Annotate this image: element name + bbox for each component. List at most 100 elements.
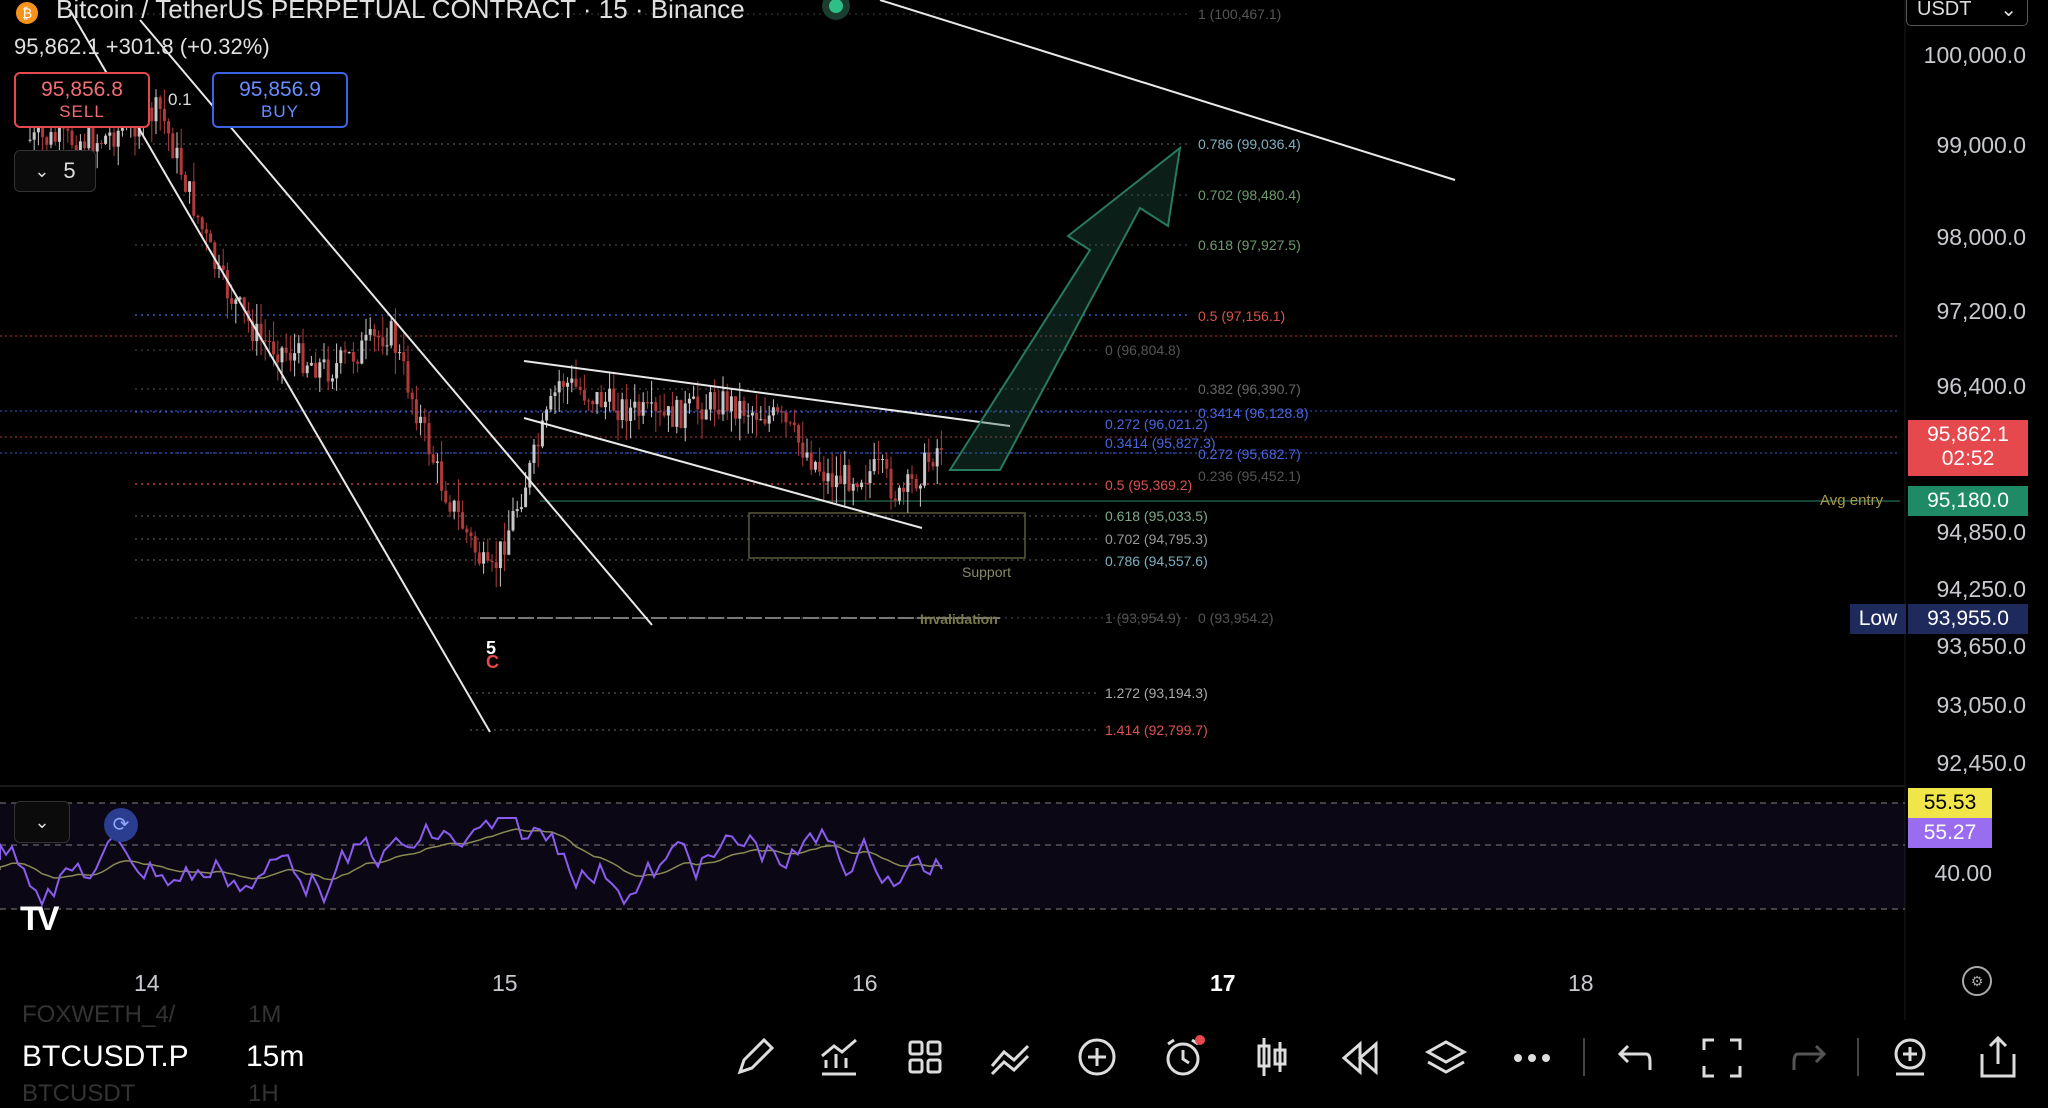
add-icon[interactable] bbox=[1078, 1038, 1116, 1076]
candle-body bbox=[196, 215, 200, 218]
chevron-down-icon: ⌄ bbox=[34, 160, 50, 181]
price-tick: 92,450.0 bbox=[1936, 750, 2026, 776]
candle-body bbox=[99, 143, 103, 145]
rsi-line bbox=[0, 817, 943, 908]
projection-arrow bbox=[948, 145, 1182, 471]
candle-body bbox=[902, 487, 906, 492]
symbol-picker[interactable]: BTCUSDT.P bbox=[22, 1040, 189, 1073]
candle-body bbox=[53, 132, 57, 142]
buy-button[interactable]: 95,856.9 BUY bbox=[212, 72, 348, 128]
candle-body bbox=[503, 541, 507, 555]
wave-label-c: C bbox=[486, 652, 499, 672]
candle-body bbox=[360, 340, 364, 364]
candle-body bbox=[553, 392, 557, 396]
candle-body bbox=[540, 420, 544, 447]
candle-body bbox=[826, 473, 830, 482]
candle-body bbox=[272, 341, 276, 355]
avg-entry-label: Avg entry bbox=[1820, 492, 1884, 509]
candle-body bbox=[910, 474, 914, 479]
price-tick: 98,000.0 bbox=[1936, 224, 2026, 250]
candle-body bbox=[654, 402, 658, 412]
candle-body bbox=[524, 487, 528, 508]
fib-level-label: 0.236 (95,452.1) bbox=[1198, 468, 1301, 484]
candle-body bbox=[725, 391, 729, 412]
candle-body bbox=[700, 409, 704, 420]
bottom-toolbar: BTCUSDT.P 15m bbox=[0, 1020, 2048, 1094]
price-tick: 97,200.0 bbox=[1936, 298, 2026, 324]
low-label: Low bbox=[1850, 604, 1906, 634]
candle-body bbox=[473, 536, 477, 553]
candle-body bbox=[461, 512, 465, 529]
candle-body bbox=[931, 462, 935, 467]
candle-body bbox=[935, 448, 939, 467]
candle-body bbox=[578, 386, 582, 390]
candle-body bbox=[650, 402, 654, 404]
candle-body bbox=[582, 389, 586, 401]
indicators-toggle-button[interactable]: ⌄ 5 bbox=[14, 150, 96, 192]
replay-icon[interactable] bbox=[1341, 1040, 1378, 1076]
drawing-tools-icon[interactable] bbox=[737, 1037, 775, 1075]
candle-body bbox=[683, 403, 687, 428]
candle-body bbox=[242, 297, 246, 311]
candle-body bbox=[339, 350, 343, 364]
fullscreen-icon[interactable] bbox=[1702, 1038, 1742, 1078]
candle-body bbox=[696, 396, 700, 410]
more-icon[interactable] bbox=[1514, 1054, 1550, 1062]
candle-body bbox=[389, 321, 393, 346]
candle-body bbox=[288, 352, 292, 361]
candle-body bbox=[343, 350, 347, 353]
indicators-icon[interactable] bbox=[821, 1038, 857, 1076]
buy-label: BUY bbox=[261, 102, 299, 121]
candle-body bbox=[154, 97, 158, 122]
candle-body bbox=[305, 365, 309, 374]
support-zone bbox=[748, 512, 1026, 559]
candle-body bbox=[561, 381, 565, 387]
refresh-icon[interactable]: ⟳ bbox=[104, 808, 138, 842]
undo-icon[interactable] bbox=[1617, 1044, 1652, 1070]
candle-body bbox=[452, 500, 456, 512]
fib-level-label: 0.618 (97,927.5) bbox=[1198, 237, 1301, 253]
candle-body bbox=[175, 147, 179, 159]
interval-picker[interactable]: 15m bbox=[246, 1040, 305, 1073]
candle-body bbox=[620, 399, 624, 420]
candle-body bbox=[431, 454, 435, 463]
candle-body bbox=[557, 381, 561, 393]
layout-grid-icon[interactable] bbox=[908, 1040, 942, 1074]
candle-body bbox=[830, 473, 834, 488]
candle-body bbox=[372, 329, 376, 336]
candle-body bbox=[486, 552, 490, 561]
candle-body bbox=[465, 528, 469, 533]
rsi-collapse-button[interactable]: ⌄ bbox=[14, 801, 70, 843]
price-tick: 96,400.0 bbox=[1936, 373, 2026, 399]
chart-type-icon[interactable] bbox=[1257, 1038, 1287, 1076]
candle-body bbox=[41, 127, 45, 138]
redo-icon[interactable] bbox=[1792, 1044, 1827, 1070]
candle-body bbox=[587, 400, 591, 402]
fib-level-label: 0.702 (94,795.3) bbox=[1105, 531, 1208, 547]
price-tick: 93,650.0 bbox=[1936, 633, 2026, 659]
settings-gear-icon[interactable]: ⚙ bbox=[1962, 966, 1992, 996]
currency-select[interactable]: USDT ⌄ bbox=[1906, 0, 2028, 26]
market-status-icon bbox=[822, 0, 850, 20]
compare-icon[interactable] bbox=[990, 1044, 1030, 1076]
add-chart-icon[interactable] bbox=[1894, 1038, 1926, 1076]
candle-body bbox=[528, 462, 532, 488]
invalidation-label: Invalidation bbox=[920, 611, 998, 627]
bar-countdown: 02:52 bbox=[1941, 447, 1995, 470]
candle-body bbox=[507, 530, 511, 555]
last-price-badge: 95,862.1 02:52 bbox=[1908, 420, 2028, 476]
fib-level-label: 0.618 (95,033.5) bbox=[1105, 508, 1208, 524]
alert-clock-icon[interactable] bbox=[1166, 1038, 1200, 1076]
candle-body bbox=[574, 378, 578, 387]
candle-body bbox=[419, 416, 423, 424]
sell-button[interactable]: 95,856.8 SELL bbox=[14, 72, 150, 128]
ghost-symbol-top: FOXWETH_4/ bbox=[22, 1001, 176, 1028]
candle-body bbox=[301, 343, 305, 374]
candle-body bbox=[95, 143, 99, 152]
candle-body bbox=[356, 361, 360, 364]
share-icon[interactable] bbox=[1980, 1035, 2016, 1078]
object-tree-icon[interactable] bbox=[1424, 1040, 1468, 1074]
candle-body bbox=[549, 395, 553, 410]
candle-body bbox=[469, 532, 473, 537]
